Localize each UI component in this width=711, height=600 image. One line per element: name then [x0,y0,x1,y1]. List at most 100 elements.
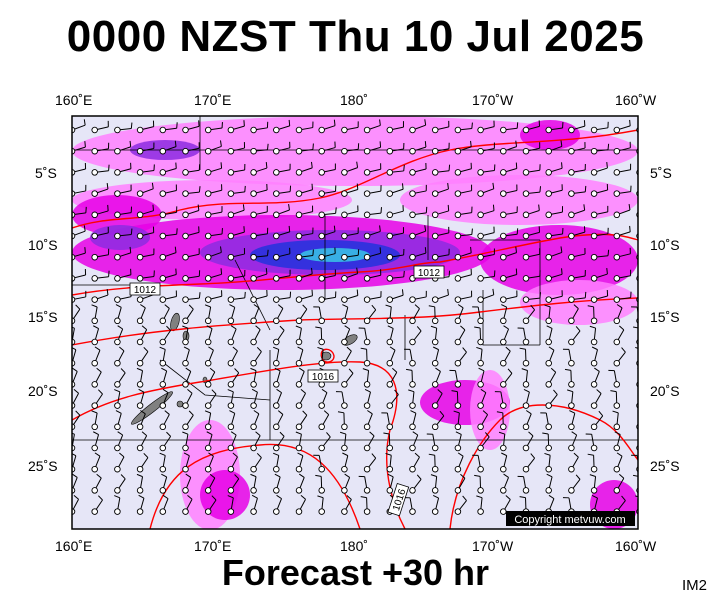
rain-cell [480,225,638,295]
wind-barb [136,494,145,515]
wind-barb [341,161,359,176]
wind-barb [315,326,325,346]
wind-barb [227,495,235,515]
wind-barb [182,226,200,240]
wind-barb [545,162,563,176]
wind-barb [91,164,110,176]
wind-barb [386,473,394,494]
wind-barb [318,291,337,303]
wind-barb [159,304,170,325]
wind-barb [474,474,484,494]
wind-barb [545,473,553,494]
wind-barb [159,325,172,346]
wind-barb [454,268,472,282]
wind-barb [182,325,189,346]
wind-barb [295,205,314,219]
wind-barb [409,225,427,240]
wind-barb [341,249,360,261]
wind-barb [454,347,467,367]
wind-barb [363,453,377,473]
wind-barb [381,412,394,431]
wind-barb [477,164,496,176]
wind-barb [386,164,405,176]
wind-barb [590,183,609,197]
wind-barb [273,291,292,303]
wind-barb [273,410,284,431]
wind-barb [114,431,124,452]
wind-barb [431,289,449,303]
wind-barb [91,367,102,388]
wind-barb [136,325,148,346]
wind-barb [204,122,223,134]
wind-barb [431,346,440,367]
copyright-text: Copyright metvuw.com [514,514,625,526]
copyright-box: Copyright metvuw.com [506,511,635,526]
wind-barb [273,163,291,176]
wind-barb [453,410,462,431]
wind-barb [272,346,280,367]
wind-barb [341,267,359,282]
wind-barb [250,304,260,325]
wind-barb [522,410,532,431]
wind-barb [522,164,541,176]
wind-barb [363,163,382,176]
wind-barb [204,495,217,515]
wind-barb [341,121,359,134]
wind-barb [613,119,631,134]
wind-barb [585,433,598,452]
wind-barb [114,140,132,155]
wind-barb [341,495,352,515]
wind-barb [409,431,419,452]
wind-barb [273,185,292,197]
wind-barb [590,227,609,240]
wind-barb [500,246,518,261]
wind-barb [273,247,291,261]
wind-barb [204,452,214,473]
wind-barb [313,454,325,473]
wind-barb [91,248,110,261]
wind-barb [568,163,586,176]
wind-barb [431,204,450,219]
wind-barb [522,142,541,155]
wind-barb [295,249,314,261]
wind-barb [472,306,484,325]
wind-barb [227,204,245,219]
wind-barb [227,163,246,176]
wind-barb [317,495,325,515]
wind-barb [250,473,257,494]
wind-barb [613,141,631,155]
wind-barb [136,248,155,261]
wind-barb [431,183,449,197]
wind-barb [454,325,466,346]
wind-barb [295,325,303,346]
wind-barb [522,120,541,134]
wind-barb [250,268,268,282]
wind-barb [500,495,511,515]
lat-label-20s-left: 20˚S [28,383,58,399]
wind-barb [159,140,177,155]
wind-barb [363,388,371,409]
wind-barb [409,141,427,155]
wind-barb [568,291,587,303]
wind-barb [519,347,530,367]
wind-barb [386,325,394,346]
wind-barb [363,410,373,431]
rain-cell [72,116,638,186]
wind-barb [114,452,125,473]
wind-barb [250,249,269,261]
wind-barb [363,291,382,303]
wind-barb [273,431,285,452]
wind-barb [114,368,126,388]
wind-barb [613,431,621,452]
wind-barb [227,142,246,155]
wind-barb [545,228,564,240]
wind-barb [159,290,177,303]
wind-barb [431,367,441,388]
wind-barb [636,296,638,303]
wind-barb [136,367,144,388]
wind-barb [318,185,337,197]
wind-barb [477,204,495,219]
wind-barb [159,346,167,367]
wind-barb [358,327,371,346]
